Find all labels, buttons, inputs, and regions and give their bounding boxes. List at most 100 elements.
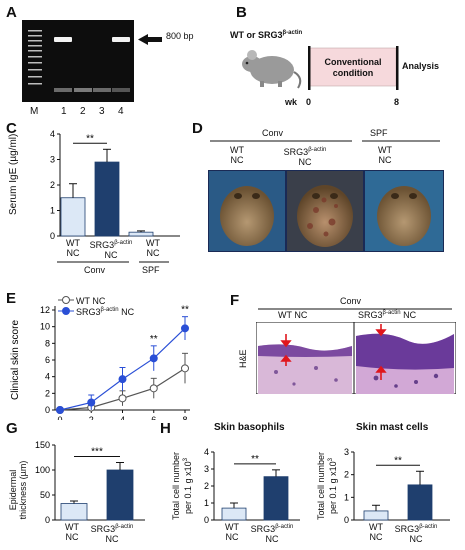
legend-srg3: SRG3β-actin NC	[76, 307, 135, 317]
condition-label: Conv	[340, 296, 362, 306]
significance-label: **	[394, 455, 402, 466]
stain-label: H&E	[238, 349, 248, 368]
legend-marker	[62, 296, 70, 304]
data-point	[56, 406, 64, 414]
panel-label-h: H	[160, 420, 171, 437]
bar	[407, 484, 433, 521]
group-label: WT NC	[230, 145, 244, 165]
condition-label: SPF	[142, 265, 160, 275]
timeline-start: 0	[306, 97, 312, 107]
data-point	[118, 375, 127, 384]
y-tick-label: 2	[344, 470, 349, 480]
condition-brackets	[57, 261, 169, 263]
lane-label: 3	[99, 106, 105, 117]
x-tick-label: 0	[57, 415, 62, 420]
y-tick-label: 0	[204, 515, 209, 525]
bar	[94, 161, 120, 237]
group-label: WT NC	[378, 145, 392, 165]
gel-image	[22, 20, 162, 102]
group-label: SRG3β-actin NC	[250, 524, 294, 544]
data-point	[118, 394, 127, 403]
group-label: SRG3β-actin NC	[283, 147, 327, 167]
panel-label-g: G	[6, 420, 18, 437]
bar	[60, 503, 88, 521]
significance-label: **	[150, 334, 158, 345]
bar	[263, 476, 289, 521]
lane-label: 2	[80, 106, 86, 117]
legend-marker	[62, 307, 70, 315]
group-label: SRG3β-actin NC	[90, 524, 134, 544]
data-point	[149, 384, 158, 393]
legend-wt: WT NC	[76, 296, 106, 306]
y-tick-label: 1	[204, 498, 209, 508]
mouse-genotype-label: WT or SRG3β-actin	[230, 30, 303, 40]
y-tick-label: 0	[45, 405, 50, 415]
y-tick-label: 100	[35, 465, 50, 475]
mouse-photos	[208, 170, 444, 252]
condition-label: SPF	[370, 128, 388, 138]
mouse-icon	[242, 50, 302, 89]
panel-label-f: F	[230, 292, 240, 309]
timeline-diagram	[308, 46, 399, 90]
significance-label: **	[251, 454, 259, 465]
group-label: WT NC	[65, 522, 79, 542]
histology-images	[256, 322, 456, 394]
condition-label: Conv	[84, 265, 106, 275]
bar	[128, 231, 154, 237]
condition-lines	[210, 140, 440, 142]
y-tick-label: 0	[45, 515, 50, 525]
group-label: WT NC	[225, 522, 239, 542]
y-axis-label: Epidermal thickness (µm)	[8, 460, 28, 520]
condition-label: Conv	[262, 128, 284, 138]
y-tick-label: 1	[50, 206, 55, 216]
bar	[106, 469, 134, 521]
lane-label: 1	[61, 106, 67, 117]
wk-label: wk	[285, 97, 298, 107]
data-point	[149, 354, 158, 363]
panel-label-b: B	[236, 4, 247, 21]
x-tick-label: 8	[182, 415, 187, 420]
condition-label: Conventional condition	[324, 57, 382, 78]
chart-mast-cells: 0 1 2 3 **	[344, 447, 450, 525]
panel-label-d: D	[192, 120, 203, 137]
ladder-lane-label: M	[30, 106, 39, 117]
analysis-label: Analysis	[402, 61, 440, 71]
group-label: WT NC	[66, 238, 80, 258]
y-tick-label: 0	[50, 231, 55, 241]
bar	[221, 507, 247, 521]
bar	[60, 197, 86, 237]
y-tick-label: 2	[204, 481, 209, 491]
y-tick-label: 12	[40, 305, 50, 315]
x-tick-label: 6	[151, 415, 156, 420]
chart-clinical-score: 02468101202468wkClinical skin score****	[10, 296, 190, 420]
significance-label: **	[181, 305, 189, 316]
marker-label: 800 bp	[166, 31, 194, 41]
significance-label: ***	[91, 447, 103, 458]
panel-label-e: E	[6, 290, 17, 307]
y-tick-label: 4	[204, 447, 209, 457]
y-tick-label: 8	[45, 338, 50, 348]
data-point	[181, 324, 189, 333]
y-tick-label: 1	[344, 492, 349, 502]
subchart-title: Skin basophils	[214, 422, 285, 433]
y-tick-label: 150	[35, 440, 50, 450]
y-tick-label: 50	[40, 490, 50, 500]
y-tick-label: 3	[344, 447, 349, 457]
group-label: WT NC	[146, 238, 160, 258]
panel-label-a: A	[6, 4, 17, 21]
group-label: SRG3β-actin NC	[394, 524, 438, 544]
condition-line	[258, 308, 452, 310]
lane-label: 4	[118, 106, 124, 117]
y-axis-label: Clinical skin score	[10, 320, 21, 400]
y-tick-label: 6	[45, 355, 50, 365]
significance-label: **	[86, 133, 94, 144]
y-tick-label: 4	[45, 372, 50, 382]
panel-label-c: C	[6, 120, 17, 137]
y-tick-label: 4	[50, 129, 55, 139]
y-tick-label: 10	[40, 322, 50, 332]
y-tick-label: 2	[45, 388, 50, 398]
column-label: SRG3β-actin NC	[358, 310, 417, 320]
y-tick-label: 2	[50, 180, 55, 190]
bar	[363, 510, 389, 521]
chart-basophils: 0 1 2 3 4 **	[204, 447, 300, 525]
